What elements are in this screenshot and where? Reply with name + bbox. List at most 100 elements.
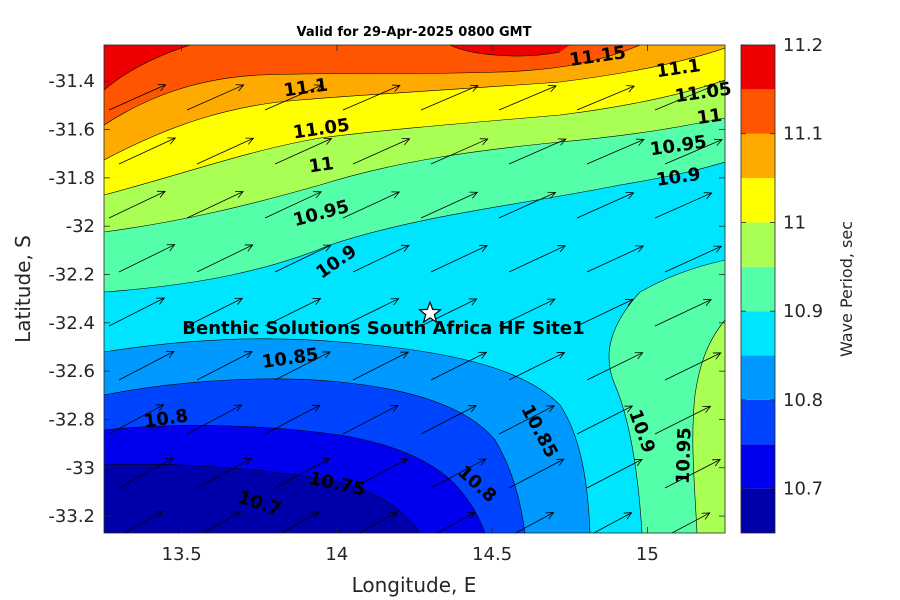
vector-arrowhead: [713, 245, 723, 253]
contour-line: [104, 47, 725, 161]
vector-arrow: [654, 85, 713, 111]
vector-arrow: [119, 565, 173, 596]
vector-arrow: [592, 512, 632, 533]
band-11.15: [104, 45, 570, 90]
vector-arrowhead: [235, 84, 245, 92]
vector-arrowhead: [635, 138, 645, 146]
vector-arrow: [576, 85, 635, 111]
contour-line: [104, 45, 641, 126]
vector-arrowhead: [479, 138, 489, 146]
x-tick-label: 13.5: [162, 544, 202, 565]
vector-arrowhead: [557, 245, 567, 253]
vector-arrowhead: [323, 137, 333, 145]
contour-label: 10.95: [673, 427, 696, 485]
vector-arrowhead: [712, 352, 722, 360]
vector-arrowhead: [165, 350, 175, 359]
vector-arrow: [508, 245, 566, 273]
contour-line: [104, 378, 526, 533]
vector-arrow: [436, 511, 476, 533]
vector-arrowhead: [633, 566, 641, 573]
vector-arrow: [498, 192, 556, 219]
y-tick-label: -31.6: [48, 120, 95, 141]
x-tick-label: 14.5: [472, 544, 512, 565]
vector-arrow: [420, 191, 478, 219]
vector-arrowhead: [244, 244, 254, 252]
vector-arrowhead: [625, 192, 635, 200]
vector-arrowhead: [391, 84, 401, 92]
contour-line: [692, 319, 725, 533]
vector-arrowhead: [245, 137, 255, 145]
vector-arrow: [664, 139, 723, 165]
vector-arrowhead: [243, 565, 251, 572]
vector-arrow: [186, 404, 242, 435]
y-tick-label: -31.4: [48, 71, 95, 92]
vector-arrow: [664, 245, 722, 273]
vector-arrow: [587, 566, 641, 596]
vector-arrowhead: [165, 565, 173, 572]
colorbar-band: [741, 178, 775, 223]
vector-arrowhead: [235, 191, 244, 199]
vector-arrow: [509, 566, 563, 596]
vector-arrow: [664, 459, 721, 489]
vector-arrow: [108, 191, 166, 219]
contour-line: [608, 259, 725, 533]
vector-arrowhead: [792, 246, 800, 252]
vector-arrowhead: [400, 244, 410, 252]
vector-arrowhead: [624, 298, 634, 306]
vector-arrowhead: [782, 86, 790, 92]
vector-arrow: [576, 405, 633, 435]
vector-arrow: [508, 458, 565, 489]
y-axis: -31.4 -31.6 -31.8 -32 -32.2 -32.4 -32.6 -32.8 -3…: [48, 71, 725, 527]
vector-arrowhead: [791, 353, 799, 359]
vector-arrowhead: [790, 460, 798, 466]
contour-line: [104, 338, 591, 533]
vector-arrow: [352, 245, 410, 273]
vector-arrowhead: [468, 298, 478, 306]
colorbar-band: [741, 89, 775, 134]
colorbar-tick-label: 11.1: [783, 124, 823, 145]
vector-arrow: [274, 351, 331, 381]
vector-arrow: [274, 458, 330, 489]
chart-title: Valid for 29-Apr-2025 0800 GMT: [297, 25, 532, 40]
vector-arrowhead: [557, 138, 567, 146]
vector-arrow: [186, 84, 244, 111]
vector-arrow: [342, 405, 399, 435]
y-tick-label: -33.2: [48, 506, 95, 527]
band-10.95: [104, 45, 725, 533]
colorbar-frame: [740, 44, 776, 534]
vector-arrowhead: [624, 405, 634, 413]
plot-frame: [103, 44, 726, 534]
vector-arrow: [202, 511, 242, 533]
vector-arrow: [430, 351, 487, 381]
vector-arrowhead: [233, 511, 242, 519]
vector-arrow: [118, 457, 174, 489]
contour-label: 11: [696, 105, 724, 129]
vector-arrowhead: [233, 404, 243, 412]
vector-arrowhead: [467, 511, 477, 520]
vector-arrow: [498, 85, 557, 111]
vector-arrowhead: [712, 459, 721, 467]
vector-arrowhead: [157, 84, 167, 92]
vector-arrow: [274, 244, 332, 273]
vector-arrow: [743, 566, 798, 596]
vector-arrow: [342, 298, 399, 327]
vector-arrow: [118, 244, 175, 273]
vector-arrowhead: [165, 457, 175, 465]
vector-arrow: [654, 299, 712, 327]
vector-arrowhead: [313, 84, 323, 92]
band-11.1: [104, 45, 640, 125]
vector-arrowhead: [155, 404, 165, 412]
vector-arrowhead: [701, 512, 711, 520]
vector-arrowhead: [399, 458, 409, 466]
vector-arrowhead: [634, 352, 644, 360]
vector-arrowhead: [626, 85, 636, 93]
vector-arrowhead: [399, 565, 407, 572]
vector-arrowhead: [234, 297, 244, 305]
vector-arrow: [352, 458, 408, 489]
x-tick-label: 14: [325, 544, 348, 565]
vector-arrow: [514, 512, 554, 533]
vector-arrow: [420, 85, 479, 111]
y-tick-label: -32.6: [48, 361, 95, 382]
vector-arrow: [274, 138, 332, 165]
vector-arrow: [186, 297, 243, 327]
